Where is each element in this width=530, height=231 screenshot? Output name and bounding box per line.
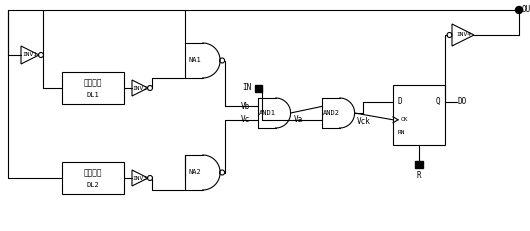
Circle shape: [516, 6, 523, 13]
Text: INV4: INV4: [456, 33, 472, 37]
Bar: [62, 162, 124, 194]
Text: DO: DO: [458, 97, 467, 106]
Text: IN: IN: [243, 83, 252, 92]
Text: R: R: [417, 170, 421, 179]
Text: INV3: INV3: [132, 176, 147, 180]
Text: NA2: NA2: [188, 170, 201, 176]
Polygon shape: [21, 46, 39, 64]
Text: 延时电路: 延时电路: [84, 79, 102, 88]
Text: DL1: DL1: [86, 92, 100, 98]
Text: 延时电路: 延时电路: [84, 169, 102, 178]
Polygon shape: [452, 24, 474, 46]
Text: DL2: DL2: [86, 182, 100, 188]
Polygon shape: [132, 170, 148, 186]
Text: INV1: INV1: [22, 52, 38, 58]
Text: CK: CK: [401, 117, 409, 122]
Text: Va: Va: [294, 116, 303, 125]
Text: AND1: AND1: [259, 110, 276, 116]
Text: NA1: NA1: [188, 58, 201, 64]
Polygon shape: [132, 80, 148, 96]
Text: Vck: Vck: [357, 116, 370, 125]
Bar: [393, 85, 445, 145]
Text: INV2: INV2: [132, 85, 147, 91]
Text: Vb: Vb: [241, 102, 250, 111]
Text: Vc: Vc: [241, 115, 250, 124]
Text: AND2: AND2: [323, 110, 340, 116]
Text: RN: RN: [398, 131, 405, 136]
Bar: [62, 72, 124, 104]
Bar: [415, 161, 423, 168]
Text: Q: Q: [435, 97, 440, 106]
Text: D: D: [398, 97, 403, 106]
Text: OUT: OUT: [522, 6, 530, 15]
Bar: [255, 85, 262, 91]
